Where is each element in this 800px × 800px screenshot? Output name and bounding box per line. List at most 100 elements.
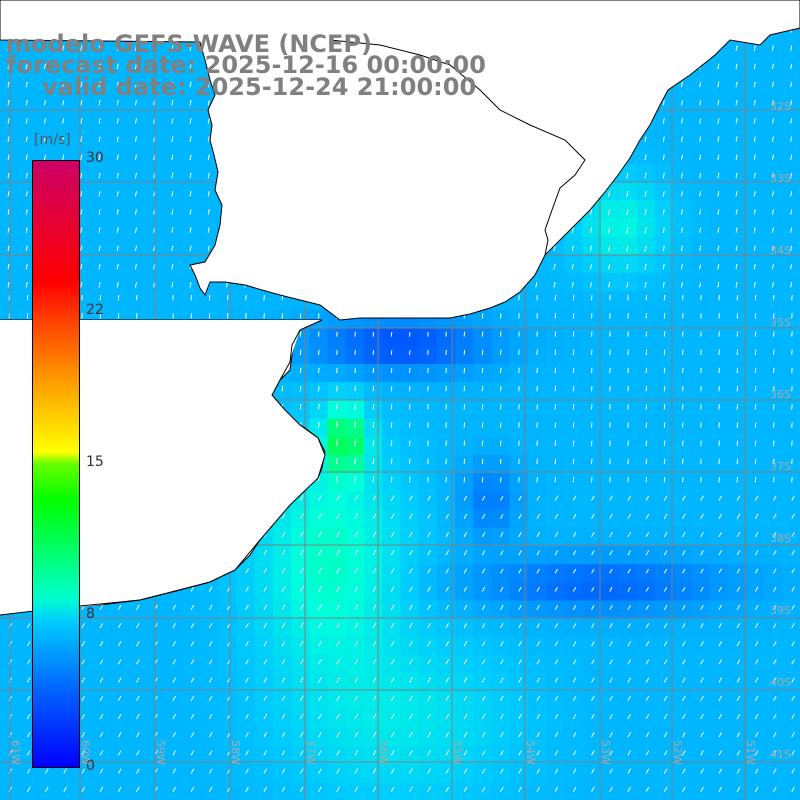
- wind-arrow: [390, 331, 393, 337]
- wind-arrow: [536, 313, 538, 319]
- wind-arrow: [227, 294, 229, 301]
- wind-arrow: [43, 136, 46, 142]
- wind-cell: [637, 709, 656, 729]
- wind-arrow: [98, 154, 101, 161]
- wind-cell: [309, 309, 329, 329]
- wind-cell: [455, 491, 474, 511]
- wind-arrow: [699, 99, 702, 106]
- wind-arrow: [116, 190, 119, 197]
- wind-arrow: [700, 294, 702, 301]
- wind-arrow: [81, 313, 83, 319]
- wind-cell: [655, 418, 674, 438]
- wind-arrow: [427, 476, 429, 483]
- wind-cell: [382, 582, 401, 602]
- wind-arrow: [771, 136, 774, 142]
- wind-cell: [473, 527, 492, 547]
- wind-arrow: [645, 404, 648, 410]
- wind-arrow: [645, 440, 648, 446]
- wind-cell: [491, 691, 511, 711]
- wind-cell: [728, 582, 747, 602]
- wind-cell: [382, 327, 401, 347]
- wind-arrow: [207, 81, 210, 88]
- wind-arrow: [481, 677, 486, 683]
- wind-cell: [254, 691, 274, 711]
- wind-arrow: [500, 331, 502, 337]
- wind-arrow: [134, 81, 137, 88]
- wind-cell: [182, 709, 201, 729]
- wind-arrow: [427, 677, 432, 683]
- wind-cell: [673, 655, 693, 674]
- wind-arrow: [299, 495, 304, 501]
- wind-arrow: [172, 294, 174, 301]
- wind-cell: [364, 400, 383, 420]
- wind-arrow: [336, 385, 338, 392]
- wind-arrow: [790, 281, 793, 288]
- wind-arrow: [645, 367, 648, 374]
- wind-cell: [546, 418, 565, 438]
- wind-arrow: [189, 227, 192, 233]
- wind-cell: [546, 655, 565, 674]
- wind-cell: [182, 673, 201, 693]
- wind-cell: [764, 364, 784, 383]
- wind-arrow: [718, 732, 723, 738]
- wind-cell: [709, 691, 729, 711]
- wind-arrow: [700, 495, 704, 501]
- wind-arrow: [536, 586, 540, 592]
- wind-cell: [163, 618, 183, 638]
- wind-cell: [655, 309, 674, 329]
- wind-arrow: [717, 227, 720, 233]
- wind-arrow: [171, 154, 174, 161]
- wind-arrow: [554, 623, 559, 629]
- wind-cell: [418, 564, 438, 583]
- wind-cell: [764, 546, 784, 565]
- wind-cell: [273, 764, 292, 784]
- wind-cell: [728, 637, 747, 656]
- wind-cell: [400, 436, 420, 456]
- wind-cell: [364, 673, 383, 693]
- wind-arrow: [171, 45, 174, 51]
- wind-arrow: [791, 623, 795, 629]
- wind-cell: [218, 746, 238, 765]
- wind-arrow: [281, 604, 286, 610]
- wind-arrow: [754, 786, 759, 792]
- wind-arrow: [372, 513, 377, 519]
- wind-arrow: [409, 531, 413, 538]
- wind-cell: [273, 546, 292, 565]
- colorbar-tick-15: 15: [86, 454, 104, 470]
- wind-arrow: [171, 63, 174, 70]
- wind-arrow: [662, 136, 665, 142]
- coastline-argentina: [0, 319, 326, 616]
- wind-arrow: [98, 263, 101, 270]
- wind-arrow: [281, 768, 286, 774]
- wind-arrow: [518, 367, 520, 374]
- wind-arrow: [43, 63, 46, 70]
- wind-arrow: [427, 750, 431, 756]
- wind-arrow: [25, 154, 28, 161]
- wind-cell: [527, 637, 547, 656]
- wind-cell: [509, 728, 529, 747]
- wind-cell: [728, 655, 747, 674]
- wind-cell: [436, 655, 456, 674]
- wind-arrow: [518, 695, 522, 701]
- colorbar: [32, 160, 80, 768]
- wind-arrow: [372, 385, 375, 392]
- wind-cell: [673, 582, 693, 602]
- wind-arrow: [372, 458, 375, 465]
- wind-arrow: [773, 677, 777, 683]
- wind-arrow: [80, 263, 83, 270]
- wind-cell: [163, 637, 183, 656]
- wind-cell: [582, 655, 602, 674]
- wind-arrow: [572, 623, 577, 629]
- wind-cell: [400, 746, 420, 765]
- wind-arrow: [372, 367, 375, 374]
- wind-cell: [691, 345, 711, 365]
- wind-cell: [291, 364, 310, 383]
- wind-cell: [637, 637, 656, 656]
- wind-cell: [418, 746, 438, 765]
- wind-arrow: [481, 313, 484, 319]
- wind-cell: [764, 618, 784, 638]
- wind-cell: [91, 618, 110, 638]
- wind-arrow: [463, 768, 468, 774]
- wind-arrow: [500, 550, 504, 556]
- wind-arrow: [682, 768, 686, 774]
